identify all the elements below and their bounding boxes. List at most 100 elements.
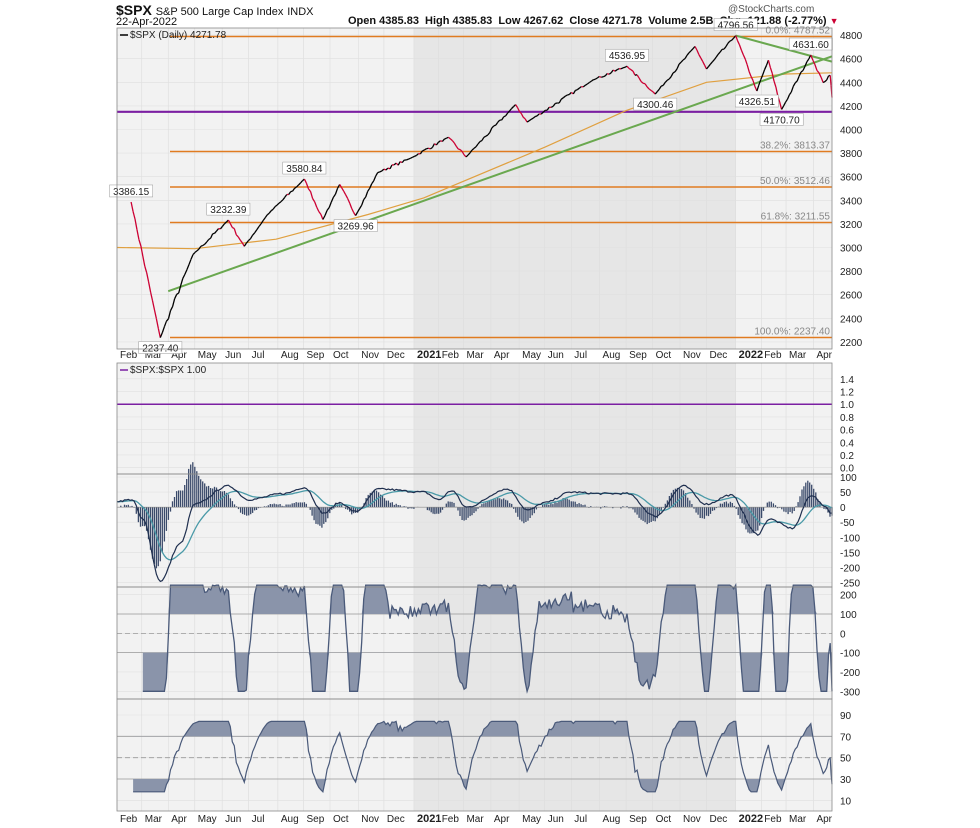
x-tick-label: May (198, 350, 217, 361)
price-segment (601, 76, 604, 78)
x-tick-label: Jul (574, 814, 587, 825)
price-segment (640, 81, 644, 84)
price-segment (572, 90, 576, 95)
price-segment (632, 70, 636, 76)
price-segment (636, 74, 640, 79)
price-segment (794, 80, 798, 84)
x-tick-label: Mar (789, 814, 807, 825)
y-tick-label: 4800 (840, 31, 863, 42)
price-segment (792, 82, 796, 87)
price-segment (568, 91, 572, 95)
price-segment (676, 63, 680, 70)
y-tick-label: 1.4 (840, 375, 854, 386)
price-segment (186, 264, 190, 270)
cci-line (142, 582, 833, 694)
price-segment (800, 69, 804, 73)
price-segment (190, 254, 194, 260)
price-segment (305, 182, 310, 190)
x-tick-label: Mar (466, 814, 484, 825)
price-segment (503, 115, 506, 118)
x-tick-label: Mar (145, 814, 163, 825)
price-segment (441, 138, 445, 142)
price-segment (447, 136, 451, 140)
price-segment (428, 147, 431, 150)
price-label-box (759, 113, 804, 126)
price-segment (434, 143, 437, 146)
price-segment (511, 106, 515, 109)
price-segment (412, 155, 415, 158)
price-segment (322, 215, 326, 220)
price-segment (727, 40, 731, 44)
price-segment (479, 140, 483, 143)
x-tick-label: Oct (333, 350, 349, 361)
x-tick-label: Apr (171, 350, 187, 361)
price-segment (475, 143, 479, 148)
price-segment (481, 136, 485, 141)
price-segment (212, 232, 215, 235)
price-segment (552, 103, 556, 107)
price-label-box (735, 94, 779, 108)
price-segment (709, 61, 713, 65)
price-segment (542, 109, 546, 113)
price-segment (610, 69, 614, 74)
price-segment (746, 64, 750, 72)
price-segment (252, 232, 256, 236)
price-segment (775, 86, 779, 97)
y-tick-label: 0.4 (840, 438, 854, 449)
price-segment (292, 187, 296, 192)
price-segment (783, 101, 787, 107)
price-segment (678, 61, 682, 65)
price-segment (684, 54, 688, 59)
y-tick-label: 1.0 (840, 400, 854, 411)
price-segment (235, 234, 239, 238)
rsi-line (133, 720, 833, 794)
price-label-box (206, 202, 251, 216)
price-segment (284, 194, 288, 198)
price-segment (373, 175, 377, 182)
price-segment (288, 191, 292, 195)
price-segment (272, 206, 276, 210)
x-tick-label: Oct (333, 814, 349, 825)
price-segment (202, 243, 206, 247)
x-tick-label: May (522, 814, 541, 825)
trendline (167, 55, 833, 293)
price-segment (779, 101, 783, 110)
price-segment (430, 146, 433, 150)
symbol: $SPX (116, 2, 152, 18)
price-segment (530, 117, 534, 120)
price-segment (578, 86, 582, 89)
price-segment (167, 310, 172, 319)
price-segment (334, 187, 339, 195)
x-tick-label: Jul (574, 350, 587, 361)
x-tick-label: Apr (816, 350, 832, 361)
y-tick-label: 1.2 (840, 388, 854, 399)
price-segment (489, 127, 493, 133)
fib-label: 61.8%: 3211.55 (761, 212, 831, 223)
x-tick-label: Apr (494, 814, 510, 825)
price-segment (399, 161, 403, 164)
price-segment (662, 82, 666, 86)
x-tick-label: Jun (548, 814, 564, 825)
price-segment (752, 80, 756, 87)
price-segment (650, 89, 654, 93)
price-segment (608, 72, 612, 75)
price-segment (763, 65, 768, 71)
price-segment (453, 142, 457, 147)
price-segment (371, 180, 375, 185)
price-segment (414, 154, 417, 157)
macd-line (116, 484, 833, 583)
x-tick-label: Sep (306, 814, 324, 825)
price-segment (769, 67, 773, 74)
price-segment (711, 59, 715, 63)
x-tick-label: 2021 (417, 349, 441, 361)
y-tick-label: 50 (840, 488, 852, 499)
price-segment (644, 83, 648, 88)
price-segment (485, 134, 489, 137)
price-segment (555, 102, 558, 105)
price-segment (686, 52, 690, 56)
price-segment (316, 206, 320, 212)
price-label-box (138, 341, 183, 354)
price-segment (237, 236, 241, 241)
price-segment (594, 77, 598, 80)
x-tick-label: Mar (789, 350, 807, 361)
